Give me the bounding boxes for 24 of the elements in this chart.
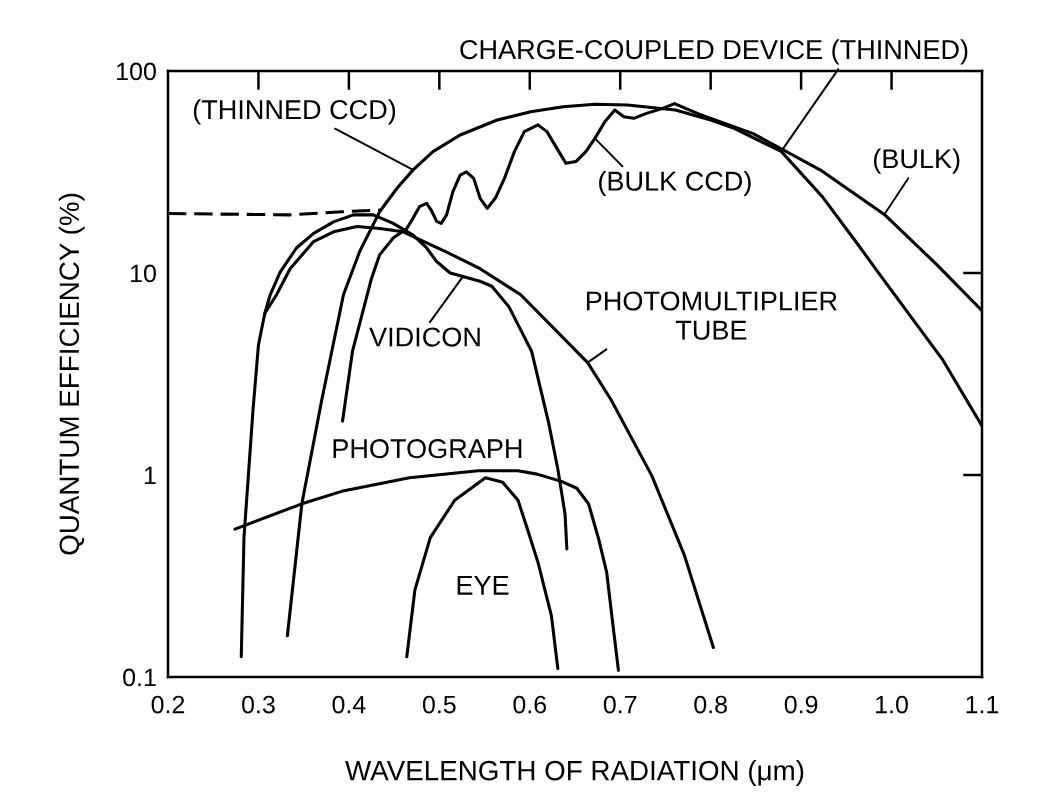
y-tick-label: 10 [130, 264, 156, 283]
x-tick-label: 0.5 [422, 695, 456, 714]
y-tick-label: 100 [117, 62, 156, 81]
series-label: PHOTOMULTIPLIER TUBE [586, 291, 837, 340]
x-tick-label: 0.4 [332, 695, 366, 714]
y-tick-label: 0.1 [123, 668, 156, 687]
annotation: (BULK) [873, 148, 960, 174]
annotation: (BULK CCD) [599, 170, 751, 197]
series-label: PHOTOGRAPH [333, 439, 522, 459]
x-tick-label: 0.9 [784, 695, 818, 714]
annotation: (THINNED CCD) [193, 99, 396, 125]
x-tick-label: 1.0 [876, 695, 908, 714]
x-tick-label: 0.6 [513, 695, 547, 714]
x-tick-label: 1.1 [966, 695, 999, 714]
series-label: EYE [457, 576, 509, 595]
annotation: CHARGE-COUPLED DEVICE (THINNED) [460, 39, 968, 65]
y-tick-label: 1 [144, 466, 156, 485]
y-axis-title: QUANTUM EFFICIENCY (%) [58, 193, 85, 555]
x-tick-label: 0.3 [242, 695, 275, 714]
x-axis-title: WAVELENGTH OF RADIATION (μm) [345, 760, 804, 786]
x-tick-label: 0.8 [694, 695, 727, 714]
x-tick-label: 0.7 [603, 695, 637, 714]
x-tick-label: 0.2 [151, 695, 185, 714]
annotation: VIDICON [369, 327, 480, 347]
